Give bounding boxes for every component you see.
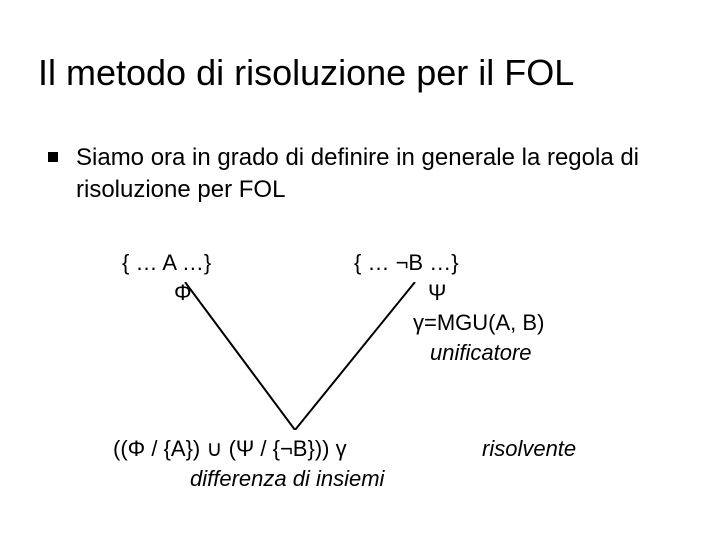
v-connector — [145, 282, 425, 430]
left-clause-set: { … A …} — [122, 250, 211, 276]
mgu-label: γ=MGU(A, B) — [413, 310, 544, 336]
bullet-text: Siamo ora in grado di definire in genera… — [76, 142, 676, 207]
bullet-item: Siamo ora in grado di definire in genera… — [48, 142, 676, 207]
unificatore-label: unificatore — [430, 340, 532, 366]
right-clause-set: { … ¬B …} — [354, 250, 459, 276]
v-polyline — [185, 282, 415, 430]
resolution-diagram: { … A …} Φ { … ¬B …} Ψ γ=MGU(A, B) unifi… — [0, 250, 720, 540]
bullet-marker — [48, 152, 58, 162]
differenza-label: differenza di insiemi — [190, 466, 384, 492]
right-clause-symbol: Ψ — [428, 280, 446, 306]
resolvent-formula: ((Φ / {A}) ∪ (Ψ / {¬B})) γ — [113, 436, 347, 462]
risolvente-label: risolvente — [482, 436, 576, 462]
slide-title: Il metodo di risoluzione per il FOL — [38, 52, 574, 94]
